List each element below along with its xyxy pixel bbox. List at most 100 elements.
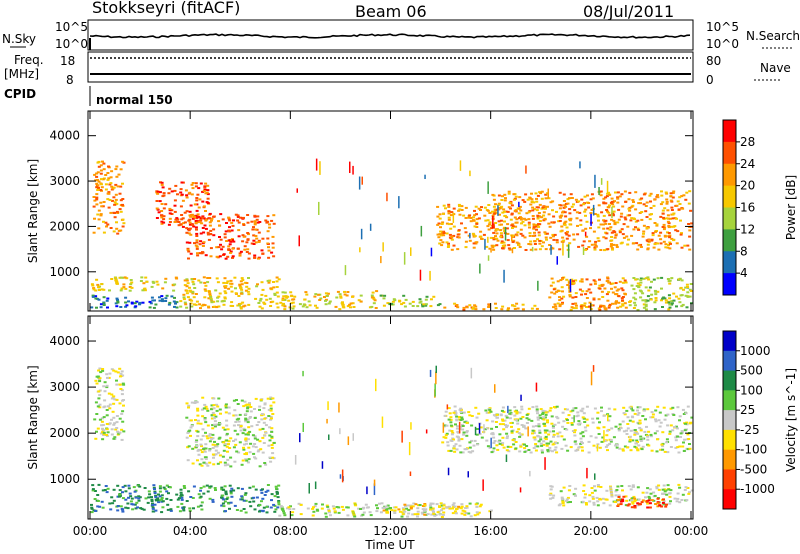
power-cell <box>662 296 666 299</box>
power-cell <box>168 209 172 212</box>
velocity-cell <box>102 433 106 436</box>
velocity-cell <box>628 435 632 438</box>
velocity-cell <box>490 432 494 435</box>
power-cell <box>175 301 179 304</box>
velocity-cell <box>552 494 556 497</box>
velocity-cell <box>227 440 231 443</box>
power-cell <box>351 302 355 305</box>
velocity-cell <box>129 495 133 498</box>
velocity-cell <box>208 440 212 443</box>
power-cell <box>100 178 103 181</box>
power-cell <box>518 246 522 248</box>
power-cell <box>135 300 139 303</box>
velocity-cell <box>513 414 517 417</box>
power-cell <box>613 231 617 234</box>
power-cell <box>506 232 510 235</box>
velocity-cell <box>687 492 691 495</box>
velocity-cell <box>402 508 406 511</box>
power-cell <box>548 244 552 246</box>
velocity-cell <box>463 510 467 513</box>
velocity-cell <box>166 503 170 506</box>
power-cell <box>208 212 212 215</box>
power-cell <box>183 284 187 287</box>
velocity-cell <box>249 406 253 408</box>
velocity-cell <box>115 427 119 429</box>
power-cell <box>157 211 161 214</box>
velocity-cell <box>130 497 134 500</box>
velocity-cell <box>200 501 204 504</box>
power-cell <box>534 192 538 195</box>
power-cell <box>102 201 106 203</box>
power-cell <box>593 248 597 251</box>
power-streak <box>369 223 372 231</box>
power-cell <box>343 290 346 293</box>
power-cell <box>545 238 548 241</box>
power-cell <box>507 244 511 247</box>
velocity-cell <box>206 464 210 467</box>
velocity-cell <box>615 446 619 449</box>
power-cell <box>641 299 645 302</box>
power-streak <box>386 192 388 202</box>
velocity-cell <box>660 505 664 508</box>
velocity-cell <box>606 429 610 432</box>
velocity-cell <box>243 400 247 403</box>
velocity-cell <box>267 444 271 447</box>
power-cell <box>162 192 166 195</box>
power-cell <box>611 248 614 251</box>
power-cell <box>141 289 145 292</box>
velocity-cell <box>252 500 256 503</box>
power-cell <box>188 289 192 292</box>
velocity-streak <box>373 479 376 486</box>
velocity-cell <box>628 419 632 422</box>
power-cell <box>263 302 267 305</box>
power-cell <box>642 303 646 306</box>
velocity-cell <box>224 443 228 446</box>
power-cell <box>464 240 468 243</box>
power-cell <box>614 191 617 194</box>
power-cell <box>566 244 570 247</box>
velocity-cell <box>501 442 505 445</box>
power-cell <box>561 290 564 293</box>
velocity-cell <box>280 506 284 509</box>
power-cell <box>580 293 583 296</box>
power-streak <box>487 255 490 261</box>
velocity-cell <box>519 445 523 448</box>
velocity-cell <box>260 418 264 421</box>
power-cell <box>608 228 612 231</box>
velocity-cell <box>94 437 98 440</box>
velocity-cell <box>288 508 292 511</box>
velocity-cell <box>594 436 598 439</box>
velocity-cell <box>253 435 257 438</box>
velocity-cell <box>429 502 433 505</box>
power-cell <box>667 225 671 227</box>
velocity-cell <box>270 446 274 449</box>
power-cell <box>655 223 659 226</box>
velocity-cell <box>160 494 164 497</box>
power-cell <box>195 197 199 199</box>
velocity-cell <box>574 487 578 490</box>
power-cell <box>95 172 99 175</box>
power-cell <box>97 298 101 301</box>
velocity-cell <box>220 488 224 491</box>
power-cell <box>568 242 572 245</box>
velocity-cell <box>676 492 680 495</box>
velocity-cell <box>500 443 504 446</box>
power-cell <box>206 231 210 234</box>
velocity-cell <box>105 423 109 425</box>
power-cell <box>201 215 205 218</box>
velocity-cell <box>622 495 626 498</box>
power-cell <box>195 241 199 244</box>
power-cell <box>550 291 554 294</box>
velocity-cell <box>654 420 658 423</box>
velocity-cell <box>471 450 475 453</box>
velocity-cell <box>225 432 229 435</box>
power-cell <box>581 290 585 293</box>
power-cell <box>90 306 94 309</box>
power-cell <box>267 246 270 249</box>
velocity-cell <box>98 377 102 380</box>
power-streak <box>606 180 609 195</box>
power-cell <box>492 231 496 234</box>
power-cell <box>106 198 110 201</box>
power-cell <box>566 284 570 286</box>
power-cell <box>588 240 592 243</box>
